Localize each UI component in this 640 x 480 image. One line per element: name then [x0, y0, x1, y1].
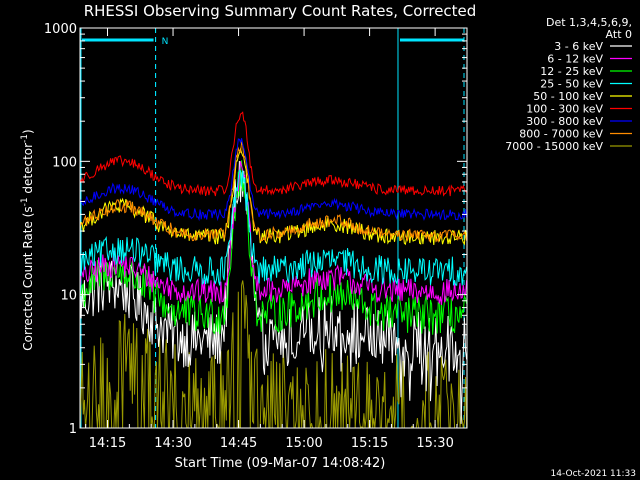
- x-axis: 14:15 14:30 14:45 15:00 15:15 15:30: [85, 28, 458, 451]
- legend-label-7: 800 - 7000 keV: [519, 128, 603, 141]
- legend-label-4: 50 - 100 keV: [533, 90, 603, 103]
- series-line-1: [79, 161, 468, 305]
- y-axis-label: Corrected Count Rate (s-1 detector-1): [20, 129, 35, 350]
- legend-label-5: 100 - 300 keV: [526, 103, 603, 116]
- series-line-2: [79, 160, 468, 335]
- x-tick-label-4: 15:15: [351, 436, 388, 451]
- x-tick-label-2: 14:45: [220, 436, 257, 451]
- legend-label-2: 12 - 25 keV: [540, 65, 603, 78]
- legend-label-1: 6 - 12 keV: [547, 53, 603, 66]
- x-axis-label: Start Time (09-Mar-07 14:08:42): [175, 456, 386, 471]
- chart-title: RHESSI Observing Summary Count Rates, Co…: [84, 2, 477, 20]
- y-tick-label-0: 1: [69, 422, 77, 437]
- series-line-7: [79, 140, 468, 244]
- legend-label-3: 25 - 50 keV: [540, 78, 603, 91]
- series-line-4: [79, 147, 468, 246]
- x-tick-label-3: 15:00: [285, 436, 322, 451]
- series-layer: [79, 111, 468, 430]
- y-tick-label-2: 100: [52, 155, 77, 170]
- y-axis-label-sup1: -1: [20, 197, 30, 206]
- plot-frame: [79, 27, 468, 429]
- series-line-5: [79, 111, 467, 197]
- y-tick-label-3: 1000: [44, 22, 77, 37]
- y-axis-label-end: ): [21, 129, 35, 134]
- y-tick-label-1: 10: [60, 289, 77, 304]
- legend-header-line-1: Det 1,3,4,5,6,9,: [546, 16, 632, 29]
- series-line-3: [79, 169, 468, 286]
- x-tick-label-0: 14:15: [89, 436, 126, 451]
- series-line-6: [79, 138, 468, 222]
- y-axis-label-sup2: -1: [20, 134, 30, 143]
- y-axis: 1 10 100 1000: [44, 22, 467, 437]
- legend-header-line-2: Att 0: [606, 28, 632, 41]
- night-markers: N: [80, 28, 465, 428]
- x-tick-label-1: 14:30: [154, 436, 191, 451]
- y-axis-label-main: Corrected Count Rate (s: [21, 206, 35, 350]
- footer-date: 14-Oct-2021 11:33: [551, 469, 636, 479]
- x-tick-label-5: 15:30: [416, 436, 453, 451]
- legend-label-0: 3 - 6 keV: [554, 40, 603, 53]
- legend-label-6: 300 - 800 keV: [526, 115, 603, 128]
- series-line-0: [79, 160, 468, 424]
- night-bar-label-0: N: [162, 37, 169, 47]
- y-axis-label-mid: detector: [21, 143, 35, 198]
- legend-label-8: 7000 - 15000 keV: [505, 140, 603, 153]
